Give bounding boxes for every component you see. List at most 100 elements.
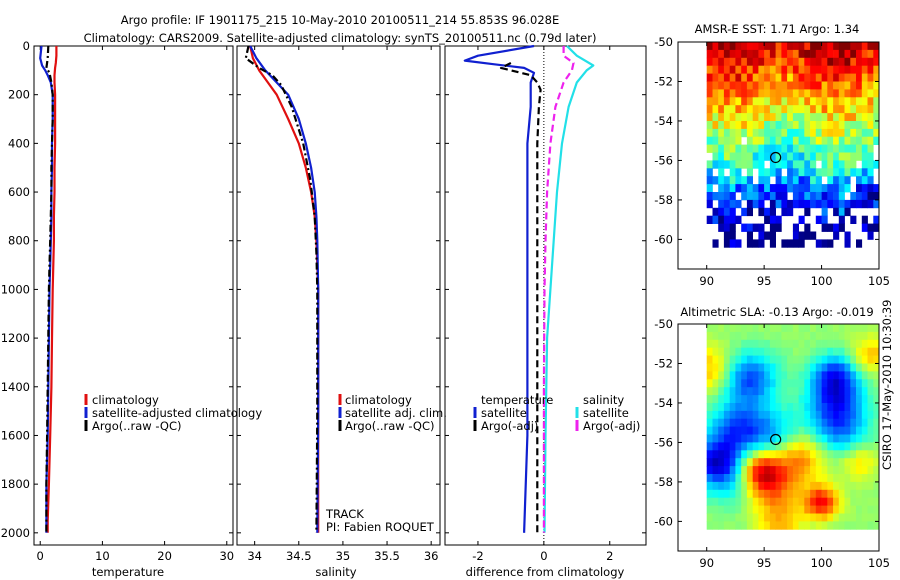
sla-cell: [804, 410, 811, 420]
sst-cell: [873, 184, 879, 193]
sla-cell: [867, 521, 874, 530]
sla-cell: [775, 371, 782, 380]
sla-cell: [861, 513, 868, 522]
sla-cell: [741, 489, 748, 499]
sst-cell: [815, 168, 822, 177]
sst-cell: [827, 121, 834, 130]
salinity-axes-frame: [236, 45, 441, 546]
sst-cell: [821, 199, 828, 209]
sla-cell: [873, 347, 879, 356]
sst-cell: [810, 73, 817, 82]
sst-cell: [810, 168, 817, 177]
sla-cell: [827, 347, 834, 356]
sst-cell: [856, 65, 863, 74]
sla-cell: [815, 505, 822, 514]
sst-cell: [798, 73, 805, 82]
sla-cell: [798, 403, 805, 412]
legend-label-satellite: satellite adj. clim.: [345, 406, 447, 420]
sla-cell: [856, 403, 863, 412]
sst-cell: [815, 105, 822, 114]
sla-cell: [752, 379, 759, 388]
sst-cell: [821, 57, 828, 67]
sla-cell: [781, 331, 788, 341]
sst-cell: [712, 57, 719, 67]
sst-cell: [752, 239, 759, 248]
sla-cell: [867, 466, 874, 475]
sla-cell: [769, 347, 776, 356]
sst-cell: [821, 152, 828, 161]
sst-cell: [775, 176, 782, 185]
sst-cell: [758, 231, 765, 240]
sst-cell: [729, 152, 736, 161]
sst-cell: [741, 65, 748, 74]
x-tick-label: 35.5: [374, 549, 400, 563]
sla-cell: [712, 434, 719, 443]
sst-cell: [746, 144, 753, 153]
sst-cell: [741, 192, 748, 201]
sst-cell: [712, 65, 719, 74]
sst-cell: [833, 199, 840, 209]
sst-cell: [775, 113, 782, 122]
sla-cell: [746, 505, 753, 514]
sla-cell: [781, 481, 788, 491]
sst-cell: [746, 65, 753, 74]
sla-cell: [769, 434, 776, 443]
sla-cell: [827, 458, 834, 467]
sst-cell: [787, 105, 794, 114]
sst-cell: [838, 121, 845, 130]
sst-cell: [769, 168, 776, 177]
sla-cell: [729, 521, 736, 530]
sst-cell: [827, 81, 834, 90]
sst-cell: [798, 199, 805, 209]
sst-cell: [752, 128, 759, 138]
sla-cell: [746, 450, 753, 459]
sla-cell: [729, 355, 736, 364]
sst-cell: [769, 105, 776, 114]
sst-cell: [833, 144, 840, 153]
sla-cell: [856, 418, 863, 427]
sla-cell: [804, 458, 811, 467]
sst-cell: [741, 105, 748, 114]
sla-cell: [741, 355, 748, 364]
sla-cell: [723, 513, 730, 522]
sla-cell: [723, 403, 730, 412]
sst-cell: [746, 231, 753, 240]
sla-cell: [821, 434, 828, 443]
sst-cell: [873, 215, 879, 224]
sla-cell: [856, 513, 863, 522]
legend-label-argo: Argo(..raw -QC): [345, 419, 435, 433]
sla-cell: [787, 434, 794, 443]
sla-cell: [718, 379, 725, 388]
sla-cell: [718, 481, 725, 491]
sst-cell: [775, 49, 782, 59]
sla-cell: [787, 466, 794, 475]
sst-cell: [798, 192, 805, 201]
sla-cell: [781, 339, 788, 349]
sla-cell: [798, 418, 805, 427]
sst-cell: [827, 105, 834, 114]
argo-position-marker: [770, 433, 782, 446]
sla-cell: [752, 450, 759, 459]
sla-cell: [769, 466, 776, 475]
sst-cell: [723, 199, 730, 209]
sla-cell: [764, 331, 771, 341]
sla-cell: [764, 363, 771, 372]
sla-cell: [821, 489, 828, 499]
sla-cell: [810, 442, 817, 451]
sst-cell: [775, 81, 782, 90]
y-tick-label: 1000: [1, 282, 30, 296]
sst-cell: [746, 207, 753, 217]
sla-cell: [810, 347, 817, 356]
sla-cell: [741, 403, 748, 412]
sst-cell: [764, 215, 771, 224]
y-tick-label: 0: [23, 39, 30, 53]
sst-cell: [758, 57, 765, 67]
sla-cell: [838, 347, 845, 356]
sla-cell: [723, 481, 730, 491]
sla-cell: [861, 410, 868, 420]
sst-cell: [850, 199, 857, 209]
sst-cell: [856, 128, 863, 138]
sla-cell: [729, 324, 736, 333]
sst-cell: [752, 144, 759, 153]
sst-cell: [775, 199, 782, 209]
